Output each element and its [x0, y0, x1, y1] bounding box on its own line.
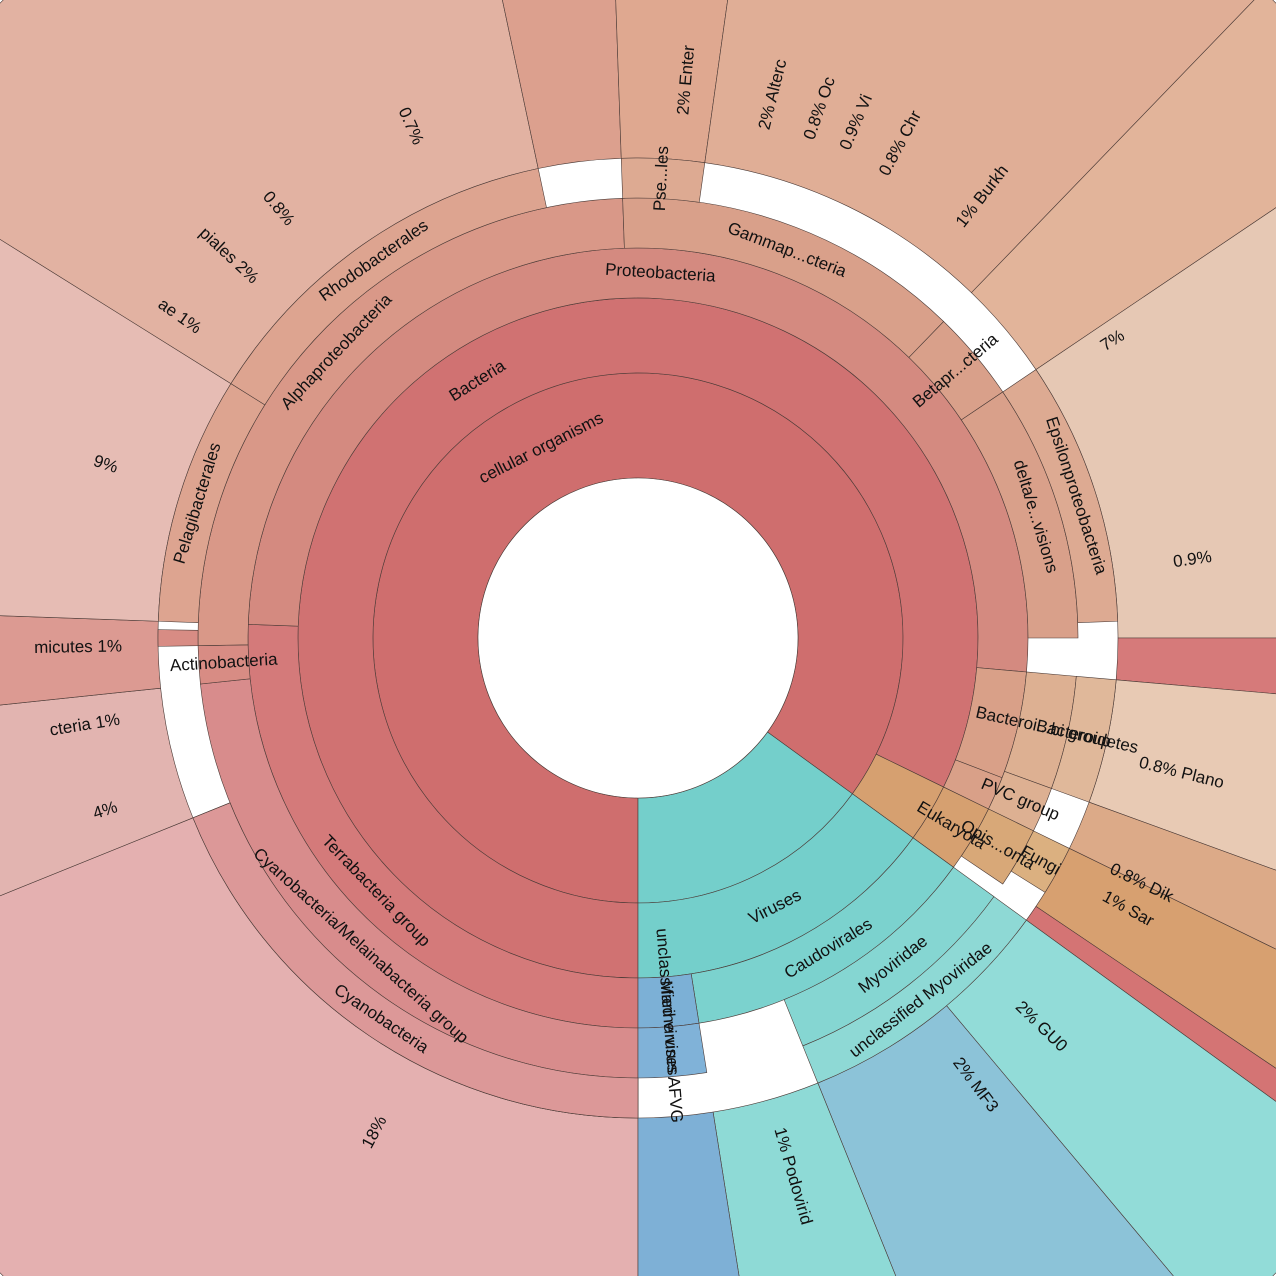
wedge-outer-5[interactable] — [451, 0, 622, 169]
wedge-outer-17[interactable] — [712, 1082, 975, 1276]
wedge-cyanobacteria[interactable] — [192, 802, 639, 1119]
wedge-firmicutes[interactable] — [157, 629, 199, 647]
wedge-pse-les[interactable] — [620, 157, 706, 203]
wedge-outer-7[interactable] — [704, 0, 1263, 294]
wedge-outer-18[interactable] — [637, 1111, 779, 1276]
node-label: Pse...les — [650, 146, 672, 212]
wedge-outer-1[interactable] — [0, 687, 194, 975]
wedge-bacteroidetes[interactable] — [1051, 676, 1117, 803]
wedge-epsilonproteobacteria[interactable] — [1002, 369, 1119, 623]
wedge-rhodobacterales[interactable] — [230, 168, 547, 406]
wedge-marine-virus-afvg[interactable] — [637, 1022, 708, 1079]
wedge-fungi[interactable] — [1010, 830, 1070, 893]
wedge-unclassified-myoviridae[interactable] — [802, 896, 1027, 1084]
outer-percent-label: micutes 1% — [34, 636, 122, 657]
wedge-outer-2[interactable] — [0, 607, 161, 732]
wedge-outer-8[interactable] — [971, 0, 1276, 371]
center-hole — [477, 477, 799, 799]
